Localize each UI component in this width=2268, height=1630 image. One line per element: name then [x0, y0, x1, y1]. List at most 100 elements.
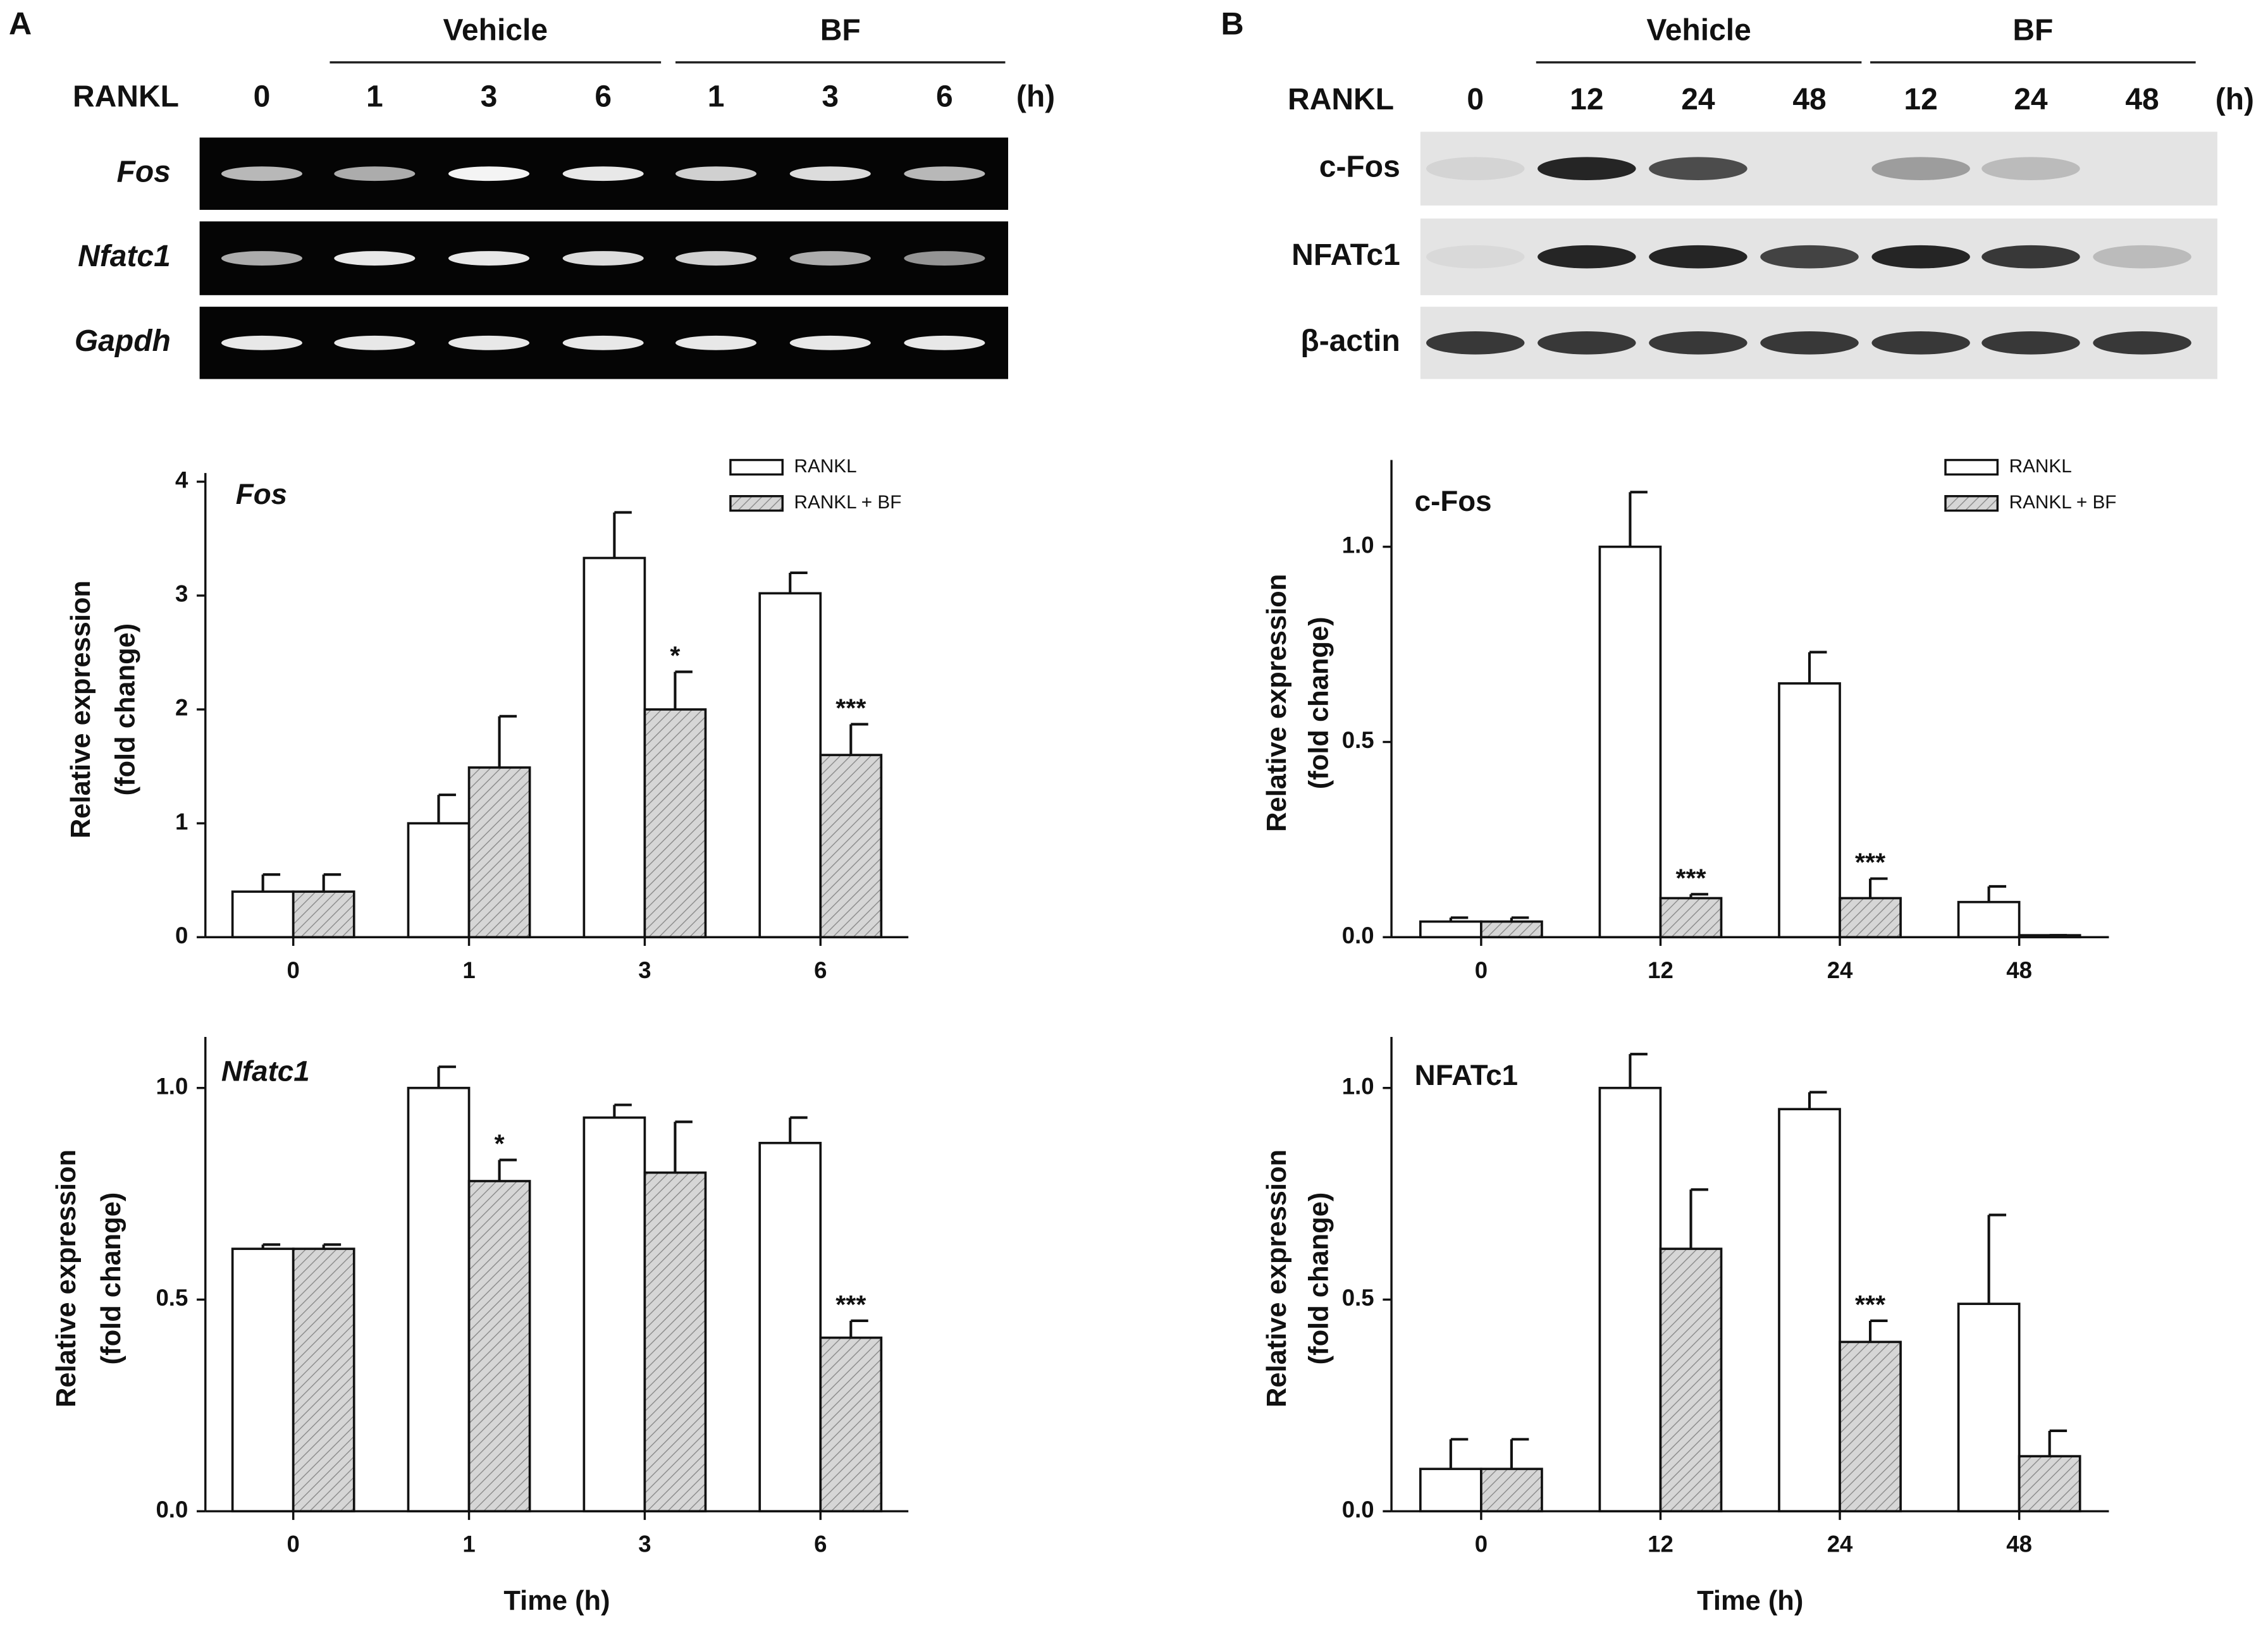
- band: [448, 251, 530, 266]
- band: [1649, 157, 1747, 181]
- band: [334, 251, 416, 266]
- bar: [1598, 1086, 1662, 1513]
- lane-label: 0: [1467, 83, 1484, 116]
- legend-swatch: [1944, 495, 1999, 512]
- x-tick-label: 48: [2006, 957, 2032, 983]
- y-tick-label: 0.5: [156, 1285, 188, 1311]
- band: [448, 166, 530, 181]
- band: [334, 166, 416, 181]
- row-header: RANKL: [73, 80, 179, 113]
- band: [562, 166, 644, 181]
- bar: [1957, 900, 2021, 939]
- bar: [643, 708, 707, 939]
- bar: [292, 1247, 355, 1513]
- bar: [819, 1336, 883, 1513]
- x-tick-label: 1: [462, 957, 475, 983]
- y-tick-label: 0: [175, 922, 188, 948]
- band: [1649, 331, 1747, 355]
- band: [1426, 157, 1525, 181]
- bar: [231, 1247, 295, 1513]
- band: [1649, 245, 1747, 269]
- lane-label: 1: [366, 80, 383, 113]
- x-tick-label: 0: [287, 957, 300, 983]
- x-tick-label: 1: [462, 1531, 475, 1557]
- lane-label: 0: [254, 80, 271, 113]
- significance-label: *: [495, 1129, 505, 1158]
- bar: [1778, 682, 1841, 939]
- row-header: RANKL: [1288, 83, 1394, 116]
- bar: [467, 1180, 531, 1513]
- significance-label: ***: [1855, 848, 1885, 877]
- band: [1981, 157, 2080, 181]
- lane-label: 24: [1681, 83, 1715, 116]
- y-tick-label: 0.5: [1342, 1285, 1374, 1311]
- band: [1426, 245, 1525, 269]
- y-axis-label: Relative expression: [1262, 574, 1292, 832]
- bar: [1839, 897, 1902, 939]
- band: [1426, 331, 1525, 355]
- lane-label: 48: [1792, 83, 1826, 116]
- y-tick-label: 0.0: [1342, 1497, 1374, 1523]
- band: [675, 251, 757, 266]
- legend-swatch: [729, 458, 784, 476]
- panel-label: B: [1221, 6, 1243, 42]
- lane-label: 12: [1570, 83, 1603, 116]
- bar: [582, 1116, 646, 1513]
- bar: [1419, 1468, 1482, 1513]
- x-tick-label: 24: [1827, 957, 1853, 983]
- bar: [1659, 1247, 1723, 1513]
- band: [221, 166, 302, 181]
- band: [2093, 331, 2191, 355]
- lane-label: 3: [822, 80, 839, 113]
- band: [221, 335, 302, 350]
- bar: [292, 890, 355, 939]
- bar: [643, 1171, 707, 1513]
- lane-label: 1: [708, 80, 725, 113]
- bar: [407, 1086, 471, 1513]
- x-tick-label: 0: [1475, 957, 1488, 983]
- x-tick-label: 3: [638, 1531, 651, 1557]
- significance-label: ***: [835, 693, 866, 722]
- y-tick-label: 0.0: [1342, 922, 1374, 948]
- significance-label: ***: [835, 1290, 866, 1319]
- chart-title: NFATc1: [1415, 1059, 1518, 1091]
- x-tick-label: 3: [638, 957, 651, 983]
- y-tick-label: 1.0: [156, 1073, 188, 1099]
- band: [1981, 331, 2080, 355]
- y-tick-label: 3: [175, 581, 188, 607]
- row-label: NFATc1: [1291, 238, 1400, 272]
- y-tick-label: 4: [175, 467, 188, 493]
- y-tick-label: 1: [175, 809, 188, 835]
- bar: [1598, 545, 1662, 939]
- group-label: BF: [820, 13, 861, 47]
- band: [1538, 331, 1636, 355]
- band: [448, 335, 530, 350]
- unit-label: (h): [2216, 83, 2254, 116]
- bar: [2018, 1455, 2081, 1513]
- legend-label: RANKL + BF: [2009, 492, 2117, 513]
- y-tick-label: 1.0: [1342, 532, 1374, 558]
- bar: [582, 556, 646, 939]
- group-label: Vehicle: [443, 13, 548, 47]
- lane-label: 6: [936, 80, 953, 113]
- x-axis-label: Time (h): [503, 1586, 610, 1616]
- legend-label: RANKL + BF: [794, 492, 902, 513]
- y-axis-label: Relative expression: [66, 580, 96, 838]
- lane-label: 3: [481, 80, 498, 113]
- y-axis-label: (fold change): [1304, 616, 1334, 789]
- band: [904, 251, 985, 266]
- bar: [1839, 1340, 1902, 1513]
- unit-label: (h): [1016, 80, 1055, 113]
- row-label: c-Fos: [1319, 150, 1400, 183]
- band: [904, 335, 985, 350]
- row-label: Nfatc1: [78, 240, 171, 273]
- band: [221, 251, 302, 266]
- x-tick-label: 12: [1648, 1531, 1673, 1557]
- chart-title: Nfatc1: [221, 1055, 310, 1087]
- y-tick-label: 2: [175, 695, 188, 721]
- band: [1871, 331, 1970, 355]
- row-label: Fos: [116, 155, 170, 188]
- significance-label: *: [670, 641, 680, 670]
- y-tick-label: 1.0: [1342, 1073, 1374, 1099]
- bar: [2018, 934, 2081, 939]
